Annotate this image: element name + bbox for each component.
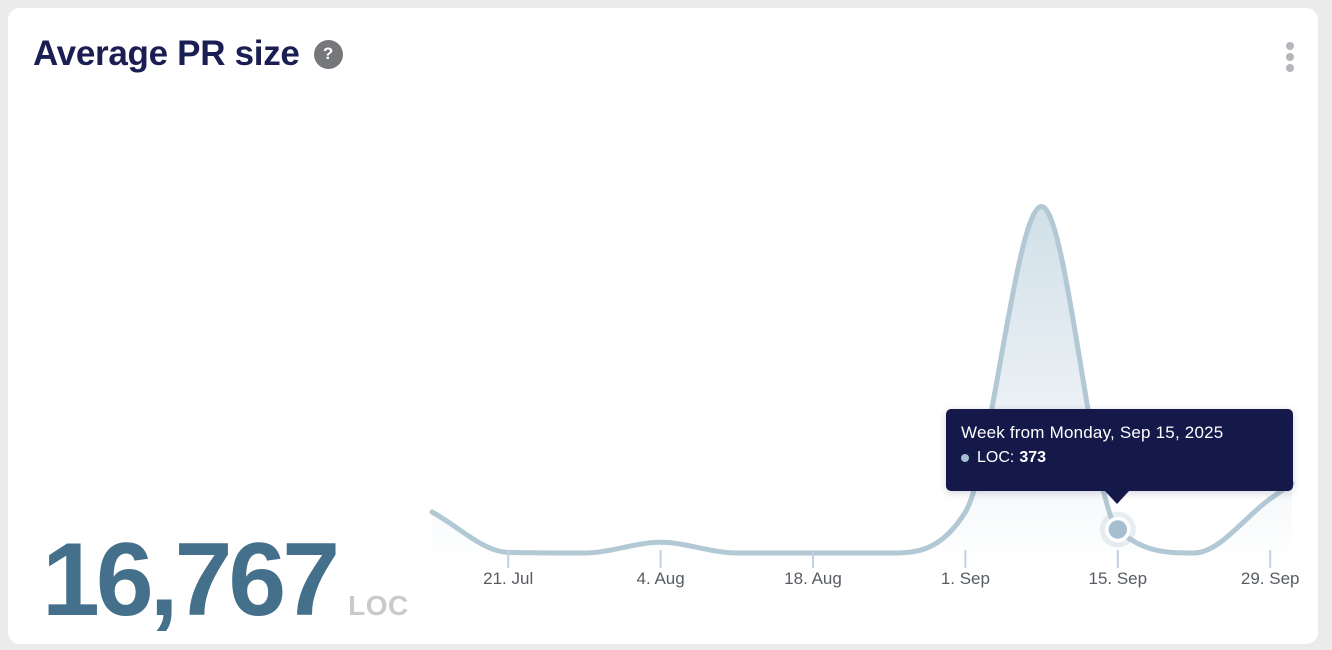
series-marker-dot-icon (961, 454, 969, 462)
kebab-dot (1286, 64, 1294, 72)
stat-unit: LOC (348, 590, 409, 621)
average-pr-size-card: Average PR size ? 21. Jul 4. Aug (8, 8, 1318, 644)
x-axis-label: 1. Sep (940, 569, 990, 588)
card-title: Average PR size (33, 34, 300, 73)
summary-stat: 16,767 LOC (42, 528, 409, 632)
chart-tooltip: Week from Monday, Sep 15, 2025 LOC: 373 (946, 409, 1293, 504)
tooltip-arrow (1105, 491, 1129, 504)
kebab-menu-icon[interactable] (1282, 38, 1298, 76)
help-icon[interactable]: ? (313, 39, 343, 69)
x-axis-label: 29. Sep (1240, 569, 1300, 588)
x-axis-label: 4. Aug (636, 569, 685, 588)
chart-line (429, 204, 1295, 556)
x-axis-label: 15. Sep (1088, 569, 1148, 588)
x-axis-label: 18. Aug (784, 569, 842, 588)
tooltip-series-label: LOC: (977, 449, 1015, 466)
highlighted-point-marker[interactable] (1105, 516, 1131, 543)
kebab-dot (1286, 53, 1294, 61)
tooltip-title: Week from Monday, Sep 15, 2025 (961, 423, 1224, 442)
chart-area-fill (432, 206, 1292, 564)
x-axis-ticks (507, 550, 1272, 568)
kebab-dot (1286, 42, 1294, 50)
tooltip-series-row: LOC: 373 (961, 449, 1278, 467)
card-header: Average PR size ? (33, 34, 343, 74)
help-glyph: ? (322, 44, 334, 63)
tooltip-series-value: 373 (1019, 449, 1047, 466)
x-axis-label: 21. Jul (483, 569, 534, 588)
stat-value: 16,767 (42, 522, 340, 638)
